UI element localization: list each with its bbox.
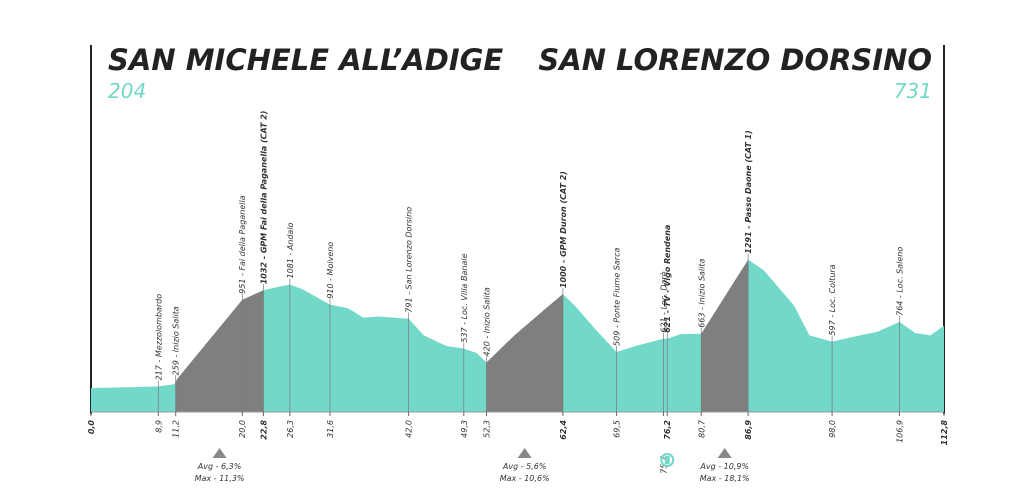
waypoint-label: 217 - Mezzolombardo [154,294,163,381]
start-name: SAN MICHELE ALL’ADIGE [108,43,503,77]
finish-name: SAN LORENZO DORSINO [538,43,932,77]
x-tick-label: 26,3 [286,420,295,438]
climb-max: Max - 11,3% [195,474,245,483]
feed-icon-inner [664,456,670,464]
x-tick-label: 76,2 [663,420,672,440]
x-tick-label: 8,9 [154,420,163,433]
x-tick-label: 69,5 [613,420,622,438]
climb-area [701,259,749,412]
x-tick-label: 112,8 [940,420,949,446]
climb-max: Max - 10,6% [500,474,550,483]
waypoint-label: 764 - Loc. Saleno [895,247,904,316]
climb-marker [517,448,532,458]
x-tick-label: 52,3 [482,420,491,438]
climb-avg: Avg - 6,3% [197,462,242,471]
x-tick-label: 62,4 [559,420,568,440]
waypoint-label: 509 - Ponte Fiume Sarca [613,248,622,346]
x-tick-label: 106,9 [895,420,904,443]
x-tick-label: 49,3 [460,420,469,438]
waypoint-label: 1081 - Andalo [286,222,295,278]
waypoint-label: 1000 - GPM Duron (CAT 2) [559,171,568,288]
x-tick-label: 0,0 [87,420,96,435]
climb-avg: Avg - 5,6% [502,462,547,471]
x-tick-label: 80,7 [697,419,706,438]
x-tick-label: 31,6 [326,420,335,438]
start-elevation: 204 [108,79,146,103]
climb-area [486,294,563,412]
waypoint-label: 1291 - Passo Daone (CAT 1) [744,130,753,254]
x-tick-label: 11,2 [172,420,181,438]
feed-icon [660,453,675,467]
waypoint-label: 259 - Inizio Salita [172,306,181,375]
climb-max: Max - 18,1% [700,474,750,483]
waypoint-label: 1032 - GPM Fai della Paganella (CAT 2) [259,111,268,285]
waypoint-label: 597 - Loc. Coltura [828,264,837,335]
x-tick-label: 20,0 [238,420,247,438]
waypoint-label: 537 - Loc. Villa Banale [460,253,469,342]
climb-area [175,290,264,412]
waypoint-label: 951 - Fai della Paganella [238,195,247,294]
waypoint-label: 420 - Inizio Salita [482,287,491,356]
x-tick-label: 86,9 [744,420,753,440]
waypoint-label: 910 - Molveno [326,242,335,299]
x-tick-label: 98,0 [828,420,837,438]
waypoint-label: 791 - San Lorenzo Dorsino [405,207,414,313]
waypoint-label: 621 - TV - Vigo Rendena [663,225,672,333]
climb-avg: Avg - 10,9% [699,462,749,471]
climb-marker [212,448,227,458]
waypoint-label: 663 - Inizio Salita [697,258,706,327]
finish-elevation: 731 [894,79,932,103]
x-tick-label: 22,8 [259,420,268,440]
climb-marker [717,448,732,458]
x-tick-label: 42,0 [405,420,414,438]
waypoint-label: 621 - Loc. Darè [658,271,668,332]
